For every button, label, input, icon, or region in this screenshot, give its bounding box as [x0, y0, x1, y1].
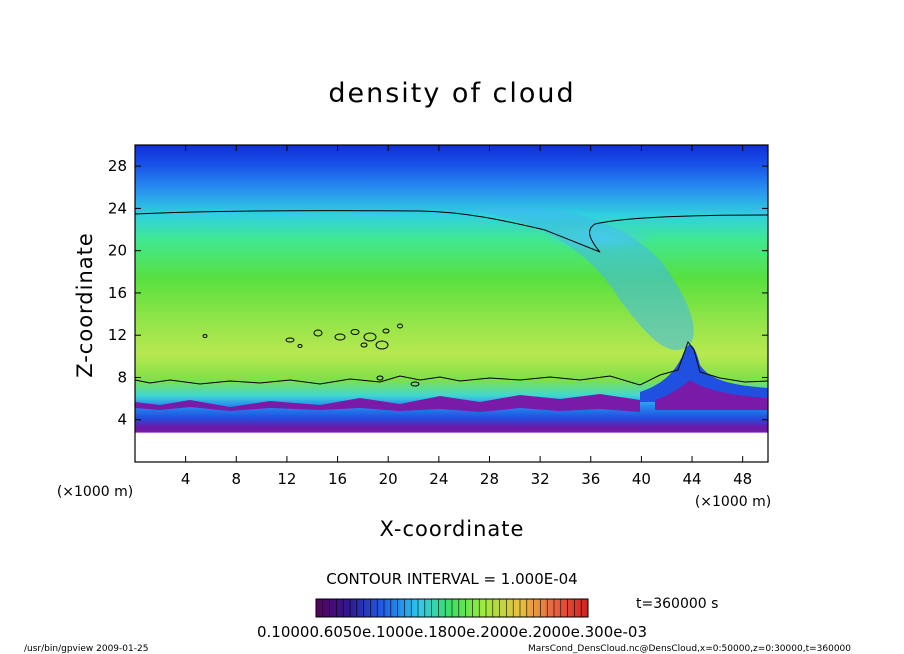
footer-right: MarsCond_DensCloud.nc@DensCloud,x=0:5000… [528, 644, 851, 654]
upper-contour [135, 210, 768, 253]
x-tick-label: 12 [277, 470, 296, 488]
speckle-contours [202, 323, 420, 387]
y-axis-title: Z-coordinate [73, 232, 97, 378]
x-unit-left: (×1000 m) [57, 484, 133, 500]
x-tick-label: 20 [379, 470, 398, 488]
y-tick-label: 12 [108, 326, 127, 344]
lower-contour [135, 340, 768, 386]
y-axis-ticks: 4 8 12 16 20 24 28 [108, 157, 768, 429]
y-tick-label: 4 [117, 411, 127, 429]
contour-interval-label: CONTOUR INTERVAL = 1.000E-04 [326, 570, 577, 588]
footer-left: /usr/bin/gpview 2009-01-25 [24, 644, 148, 654]
bump-purple [655, 380, 768, 410]
x-tick-label: 28 [480, 470, 499, 488]
time-label: t=360000 s [636, 596, 718, 612]
y-tick-label: 8 [117, 368, 127, 386]
chart-title: density of cloud [328, 78, 575, 109]
x-tick-label: 4 [181, 470, 191, 488]
x-axis-title: X-coordinate [380, 517, 525, 541]
x-tick-label: 44 [682, 470, 701, 488]
x-tick-label: 32 [531, 470, 550, 488]
y-tick-label: 28 [108, 157, 127, 175]
plot-field [135, 145, 768, 462]
y-tick-label: 24 [108, 199, 127, 217]
x-tick-label: 48 [733, 470, 752, 488]
colorbar-labels: 0.10000.6050e.1000e.1800e.2000e.2000e.30… [257, 623, 647, 641]
y-tick-label: 16 [108, 284, 127, 302]
plume-core [545, 224, 655, 252]
x-tick-label: 8 [232, 470, 242, 488]
base-purple-band [135, 394, 640, 412]
y-tick-label: 20 [108, 242, 127, 260]
colorbar-ticks [322, 599, 582, 617]
x-tick-label: 24 [429, 470, 448, 488]
x-tick-label: 40 [632, 470, 651, 488]
x-tick-label: 16 [328, 470, 347, 488]
x-unit-right: (×1000 m) [695, 494, 771, 510]
plot-frame [134, 144, 769, 463]
x-axis-ticks: 4 8 12 16 20 24 28 32 36 40 44 48 [181, 145, 752, 488]
x-tick-label: 36 [581, 470, 600, 488]
